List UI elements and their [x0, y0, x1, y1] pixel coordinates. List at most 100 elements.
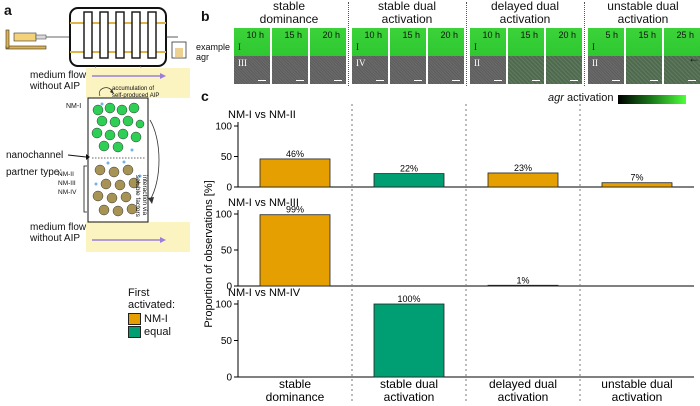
micrograph-bottom [626, 56, 662, 84]
legend-title: First activated: [128, 287, 176, 311]
group-divider [584, 2, 585, 86]
strain-label-top: I [238, 42, 241, 52]
time-label: 10 h [482, 30, 500, 40]
medium-flow-bottom-label: medium flow without AIP [30, 222, 87, 244]
bar [259, 158, 331, 188]
micrograph-bottom: III [234, 56, 270, 84]
bar-value-label: 46% [286, 149, 304, 159]
subplot-title: NM-I vs NM-II [228, 109, 296, 121]
micrograph-top: 15 h [272, 28, 308, 56]
time-label: 20 h [322, 30, 340, 40]
colorbar [618, 95, 686, 104]
bar-value-label: 7% [630, 173, 643, 183]
interaction-label: interaction via soluble factors [134, 175, 148, 217]
legend: NM-I equal [128, 312, 171, 338]
scale-bar [612, 80, 620, 81]
bar [373, 173, 445, 188]
bar-value-label: 23% [514, 163, 532, 173]
bar-value-label: 100% [397, 294, 420, 304]
y-tick-label: 100 [215, 122, 232, 133]
x-category-label: stable [279, 377, 311, 391]
micrograph-top: 10 h I [470, 28, 506, 56]
time-label: 5 h [605, 30, 618, 40]
example-agr-label: example agr [196, 42, 231, 62]
strain-label-bottom: III [238, 58, 247, 68]
time-label: 20 h [440, 30, 458, 40]
y-tick-label: 100 [215, 210, 232, 221]
x-category-label: activation [498, 390, 549, 404]
scale-bar [376, 80, 384, 81]
bar [487, 172, 559, 188]
panel-label-b: b [201, 8, 210, 24]
scale-bar [532, 80, 540, 81]
micrograph-bottom [664, 56, 700, 84]
condition-title: delayed dual activation [490, 0, 560, 26]
time-label: 10 h [364, 30, 382, 40]
scale-bar [334, 80, 342, 81]
nanochannel-label: nanochannel [6, 150, 64, 161]
x-category-label: dominance [266, 390, 325, 404]
micrograph-top: 20 h [428, 28, 464, 56]
partner-list: NM-II NM-III NM-IV [58, 170, 76, 197]
scale-bar [258, 80, 266, 81]
bar [373, 303, 445, 378]
nm1-cells [91, 102, 145, 153]
scale-bar [296, 80, 304, 81]
accumulation-label: accumulation of self-produced AIP [112, 86, 160, 99]
y-tick-label: 0 [226, 183, 232, 194]
micrograph-bottom [310, 56, 346, 84]
legend-swatch-nm1 [128, 312, 141, 325]
micrograph-bottom: II [588, 56, 624, 84]
micrograph-top: 20 h [310, 28, 346, 56]
partner-nm3: NM-III [58, 180, 76, 187]
scale-bar [414, 80, 422, 81]
y-tick-label: 0 [226, 282, 232, 293]
y-tick-label: 50 [221, 336, 233, 347]
x-category-label: activation [612, 390, 663, 404]
scale-bar [570, 80, 578, 81]
micrograph-bottom: II [470, 56, 506, 84]
collection-tube-icon [171, 41, 187, 59]
partner-nm2: NM-II [58, 171, 74, 178]
condition-title: unstable dual activation [607, 0, 679, 26]
bar-value-label: 22% [400, 164, 418, 174]
time-label: 15 h [402, 30, 420, 40]
group-divider [348, 2, 349, 86]
syringe-pump-icon [5, 29, 70, 50]
partner-type-label: partner type: [6, 167, 63, 178]
x-category-label: activation [384, 390, 435, 404]
arrow-left-icon: ← [688, 51, 700, 65]
partner-cells [92, 164, 140, 217]
time-label: 15 h [520, 30, 538, 40]
legend-swatch-equal [128, 325, 141, 338]
panel-c-chart: NM-I vs NM-II 0 50 100 46% 22% 23% 7% NM-I vs NM… [203, 104, 694, 404]
micrograph-top: 15 h [508, 28, 544, 56]
x-category-label: stable dual [380, 377, 438, 391]
bar-value-label: 1% [516, 275, 529, 285]
condition-title: stable dominance [259, 0, 319, 26]
condition-title: stable dual activation [377, 0, 437, 26]
panel-b-microscopy: stable dominance 10 h I III 15 h 20 h stable d… [234, 0, 700, 110]
micrograph-top: 5 h I [588, 28, 624, 56]
micrograph-bottom [546, 56, 582, 84]
y-tick-label: 50 [221, 246, 233, 257]
strain-label-top: I [592, 42, 595, 52]
microfluidic-chip-icon [69, 7, 178, 67]
time-label: 10 h [246, 30, 264, 40]
panel-label-c: c [201, 88, 209, 104]
bar [601, 182, 673, 188]
medium-flow-top-label: medium flow without AIP [30, 70, 87, 92]
y-tick-label: 50 [221, 152, 233, 163]
strain-label-bottom: II [474, 58, 480, 68]
legend-label-equal: equal [144, 325, 171, 338]
micrograph-top: 15 h [390, 28, 426, 56]
strain-label-bottom: II [592, 58, 598, 68]
strain-label-top: I [474, 42, 477, 52]
scale-bar [452, 80, 460, 81]
x-category-label: unstable dual [601, 377, 672, 391]
colorbar-label: agr activation [548, 92, 614, 104]
y-tick-label: 100 [215, 300, 232, 311]
x-category-label: delayed dual [489, 377, 557, 391]
legend-item-equal: equal [128, 325, 171, 338]
scale-bar [650, 80, 658, 81]
